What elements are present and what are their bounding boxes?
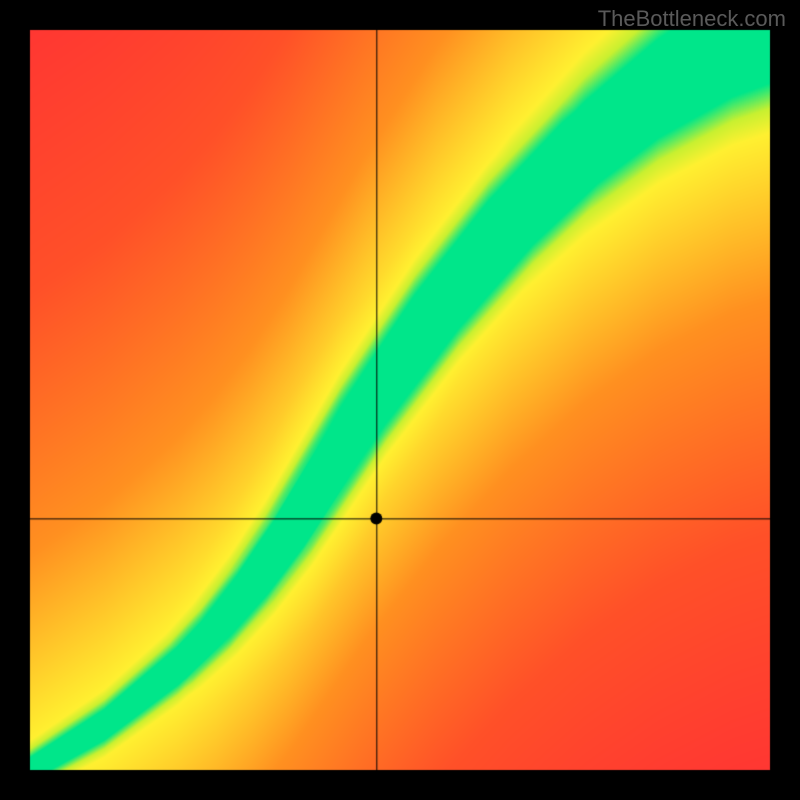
watermark-text: TheBottleneck.com: [598, 6, 786, 32]
bottleneck-heatmap: [0, 0, 800, 800]
chart-container: TheBottleneck.com: [0, 0, 800, 800]
